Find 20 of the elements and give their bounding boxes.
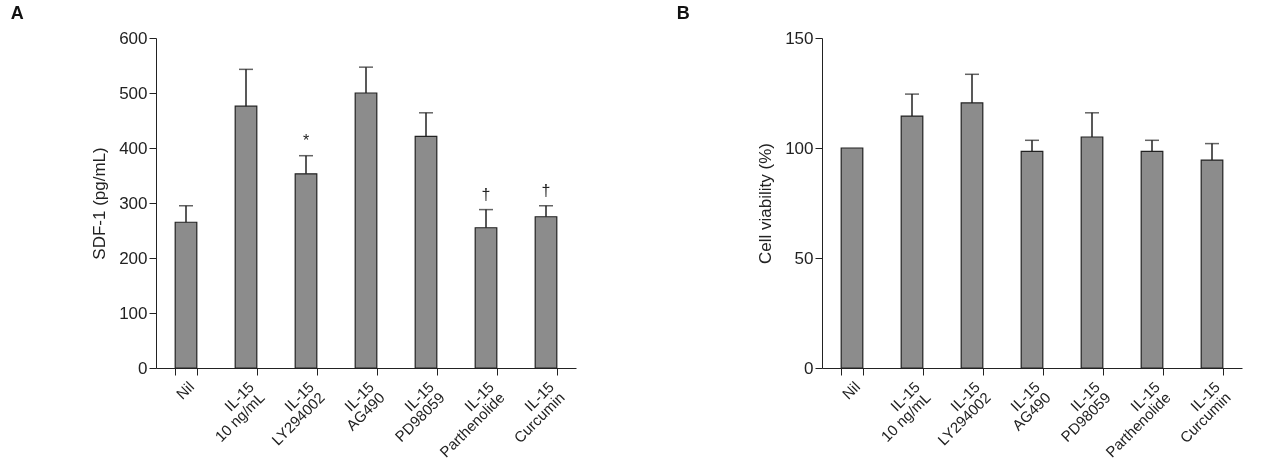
y-tick-label: 600 <box>119 28 148 48</box>
y-tick-label: 0 <box>804 358 814 378</box>
y-tick-label: 0 <box>138 358 148 378</box>
annotation: † <box>481 185 491 203</box>
y-axis-title: SDF-1 (pg/mL) <box>90 147 110 260</box>
y-tick-label: 100 <box>119 303 148 323</box>
y-tick-label: 100 <box>785 138 814 158</box>
y-tick-label: 500 <box>119 83 148 103</box>
y-tick-label: 300 <box>119 193 148 213</box>
chart-title: A <box>10 3 24 23</box>
y-tick-label: 50 <box>794 248 814 268</box>
x-tick-label: Nil <box>172 378 198 403</box>
y-tick-label: 150 <box>785 28 814 48</box>
chart-title: B <box>676 3 690 23</box>
y-tick-label: 200 <box>119 248 148 268</box>
x-tick-label: Nil <box>838 378 864 403</box>
annotation: * <box>302 131 310 149</box>
y-tick-label: 400 <box>119 138 148 158</box>
annotation: † <box>541 181 551 199</box>
y-axis-title: Cell viability (%) <box>756 143 776 264</box>
